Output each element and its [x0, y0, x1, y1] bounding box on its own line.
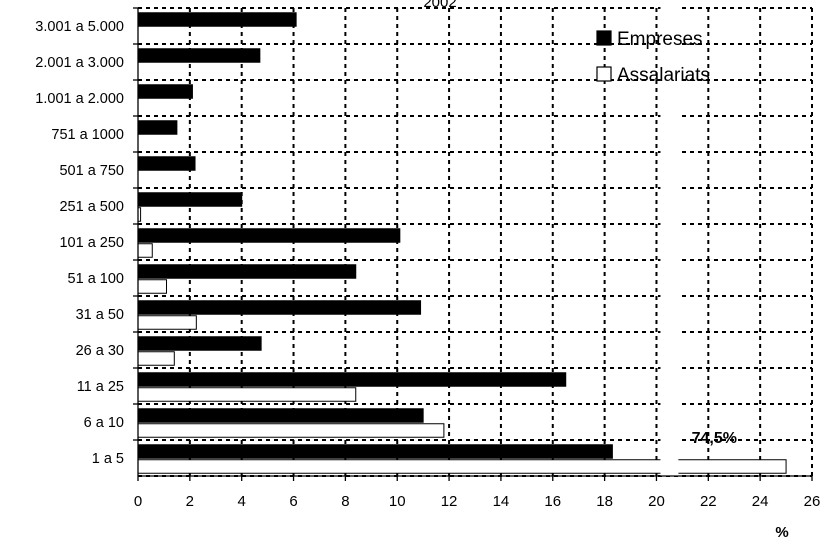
bar-assalariats [137, 279, 168, 294]
x-tick-label: 12 [441, 493, 458, 510]
value-annotation: 74,5% [692, 430, 737, 447]
bar-empreses [137, 120, 178, 135]
axes: 3.001 a 5.000 2.001 a 3.000 1.001 a 2.000 7… [35, 7, 821, 541]
category-label: 101 a 250 [59, 235, 124, 251]
annotations: 74,5% [692, 430, 737, 447]
category-label: 751 a 1000 [51, 127, 124, 143]
legend-swatch [596, 66, 612, 82]
x-tick-label: 6 [289, 493, 297, 510]
bar-assalariats [137, 243, 153, 258]
chart-title: 2002 [423, 0, 456, 11]
bar-empreses [137, 228, 401, 243]
x-tick-label: 0 [134, 493, 142, 510]
category-label: 31 a 50 [76, 307, 124, 323]
category-label: 26 a 30 [76, 343, 124, 359]
category-label: 11 a 25 [77, 379, 124, 395]
bar-empreses [137, 264, 357, 279]
category-label: 1 a 5 [92, 451, 124, 467]
bar-assalariats [137, 459, 787, 474]
x-tick-label: 4 [238, 493, 246, 510]
x-tick-label: 10 [389, 493, 406, 510]
bar-empreses [137, 156, 196, 171]
legend: Empreses Assalariats [596, 29, 710, 86]
bar-empreses [137, 372, 567, 387]
bar-assalariats [137, 423, 445, 438]
bar-empreses [137, 444, 613, 459]
bar-empreses [137, 48, 261, 63]
x-tick-label: 14 [493, 493, 510, 510]
legend-label: Assalariats [617, 65, 710, 86]
x-tick-label: 24 [752, 493, 769, 510]
bar-empreses [137, 408, 424, 423]
bar-empreses [137, 84, 193, 99]
x-tick-label: 26 [804, 493, 821, 510]
x-tick-label: 16 [544, 493, 561, 510]
bars [137, 6, 787, 476]
bar-assalariats [137, 351, 175, 366]
legend-label: Empreses [617, 29, 703, 50]
category-label: 501 a 750 [59, 163, 124, 179]
category-label: 2.001 a 3.000 [35, 55, 124, 71]
category-label: 6 a 10 [84, 415, 124, 431]
x-axis-label: % [775, 524, 788, 541]
bar-empreses [137, 192, 243, 207]
x-tick-label: 20 [648, 493, 665, 510]
bar-empreses [137, 12, 297, 27]
category-label: 51 a 100 [68, 271, 124, 287]
bar-empreses [137, 336, 262, 351]
category-label: 251 a 500 [59, 199, 124, 215]
x-tick-label: 22 [700, 493, 717, 510]
legend-swatch [596, 30, 612, 46]
bar-assalariats [137, 315, 197, 330]
x-tick-label: 2 [186, 493, 194, 510]
x-tick-label: 8 [341, 493, 349, 510]
x-tick-label: 18 [596, 493, 613, 510]
bar-empreses [137, 300, 422, 315]
bar-assalariats [137, 387, 357, 402]
category-label: 1.001 a 2.000 [35, 91, 124, 107]
category-label: 3.001 a 5.000 [35, 19, 124, 35]
axis-break [660, 6, 679, 476]
